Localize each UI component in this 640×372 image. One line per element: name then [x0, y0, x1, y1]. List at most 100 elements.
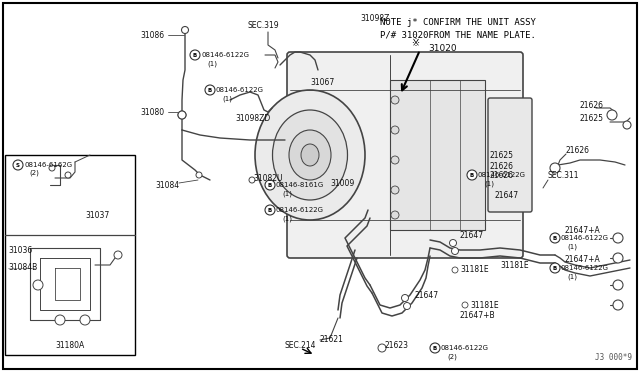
Text: 08146-6122G: 08146-6122G	[276, 207, 324, 213]
Text: B: B	[433, 346, 437, 350]
Text: 31098Z: 31098Z	[360, 13, 389, 22]
Text: 31084: 31084	[155, 180, 179, 189]
Text: (1): (1)	[222, 96, 232, 102]
FancyBboxPatch shape	[287, 52, 523, 258]
Circle shape	[65, 172, 71, 178]
Text: 31067: 31067	[310, 77, 334, 87]
Bar	[5, 155, 135, 355]
Text: 21625: 21625	[580, 113, 604, 122]
Text: 21626: 21626	[490, 161, 514, 170]
Ellipse shape	[289, 130, 331, 180]
Text: B: B	[268, 208, 272, 212]
Text: (1): (1)	[282, 191, 292, 197]
Circle shape	[265, 205, 275, 215]
Circle shape	[401, 295, 408, 301]
Circle shape	[265, 180, 275, 190]
Circle shape	[613, 233, 623, 243]
Ellipse shape	[301, 144, 319, 166]
Ellipse shape	[273, 110, 348, 200]
Circle shape	[623, 121, 631, 129]
Circle shape	[114, 251, 122, 259]
Text: 31180A: 31180A	[55, 340, 84, 350]
Text: (1): (1)	[567, 274, 577, 280]
Text: 08146-6122G: 08146-6122G	[216, 87, 264, 93]
Circle shape	[451, 247, 458, 254]
Circle shape	[462, 302, 468, 308]
Text: 21647: 21647	[495, 190, 519, 199]
Circle shape	[467, 170, 477, 180]
Text: 21626: 21626	[580, 100, 604, 109]
Circle shape	[205, 85, 215, 95]
Circle shape	[613, 300, 623, 310]
Text: 31037: 31037	[85, 211, 109, 219]
Circle shape	[80, 315, 90, 325]
Circle shape	[550, 233, 560, 243]
Circle shape	[613, 280, 623, 290]
Text: 31084B: 31084B	[8, 263, 37, 273]
Text: 31009: 31009	[330, 179, 355, 187]
Text: (2): (2)	[447, 354, 457, 360]
FancyBboxPatch shape	[488, 98, 532, 212]
Circle shape	[196, 172, 202, 178]
Text: 21626: 21626	[566, 145, 590, 154]
Circle shape	[550, 163, 560, 173]
Circle shape	[249, 177, 255, 183]
Text: 31020: 31020	[428, 44, 456, 52]
Text: ※: ※	[411, 38, 419, 48]
Text: (1): (1)	[282, 216, 292, 222]
Circle shape	[403, 302, 410, 310]
Text: S: S	[16, 163, 20, 167]
Text: 31181E: 31181E	[470, 301, 499, 310]
Text: B: B	[268, 183, 272, 187]
Text: B: B	[193, 52, 197, 58]
Text: 21647+A: 21647+A	[565, 225, 601, 234]
Bar	[390, 80, 485, 230]
Text: 08146-6122G: 08146-6122G	[441, 345, 489, 351]
Text: 31098ZD: 31098ZD	[235, 113, 270, 122]
Text: 21647: 21647	[460, 231, 484, 240]
Text: 31181E: 31181E	[500, 260, 529, 269]
Text: 31082U: 31082U	[253, 173, 282, 183]
Circle shape	[550, 263, 560, 273]
Text: B: B	[470, 173, 474, 177]
Text: 21647+A: 21647+A	[565, 256, 601, 264]
Circle shape	[430, 343, 440, 353]
Text: SEC.311: SEC.311	[548, 170, 579, 180]
Text: 31181E: 31181E	[460, 266, 488, 275]
Text: NOTE j* CONFIRM THE UNIT ASSY: NOTE j* CONFIRM THE UNIT ASSY	[380, 18, 536, 27]
Circle shape	[178, 111, 186, 119]
Circle shape	[452, 267, 458, 273]
Text: 31036: 31036	[8, 246, 32, 254]
Text: (1): (1)	[567, 244, 577, 250]
Text: SEC.214: SEC.214	[285, 340, 317, 350]
Circle shape	[607, 110, 617, 120]
Circle shape	[178, 111, 186, 119]
Circle shape	[49, 165, 55, 171]
Circle shape	[378, 344, 386, 352]
Circle shape	[391, 126, 399, 134]
Circle shape	[391, 186, 399, 194]
Text: (2): (2)	[29, 170, 39, 176]
Text: 21621: 21621	[320, 336, 344, 344]
Text: (1): (1)	[207, 61, 217, 67]
Text: SEC.319: SEC.319	[248, 20, 280, 29]
Text: 21626: 21626	[490, 170, 514, 180]
Circle shape	[391, 96, 399, 104]
Text: P/# 31020FROM THE NAME PLATE.: P/# 31020FROM THE NAME PLATE.	[380, 30, 536, 39]
Text: 31080: 31080	[140, 108, 164, 116]
Text: 08146-8161G: 08146-8161G	[276, 182, 324, 188]
Ellipse shape	[255, 90, 365, 220]
Circle shape	[613, 253, 623, 263]
Text: 08146-6122G: 08146-6122G	[478, 172, 526, 178]
Circle shape	[13, 160, 23, 170]
Text: (1): (1)	[484, 181, 494, 187]
Text: 21647+B: 21647+B	[460, 311, 495, 320]
Circle shape	[449, 240, 456, 247]
Text: 21623: 21623	[385, 340, 409, 350]
Text: 21647: 21647	[415, 291, 439, 299]
Text: B: B	[208, 87, 212, 93]
Text: J3 000*9: J3 000*9	[595, 353, 632, 362]
Circle shape	[391, 211, 399, 219]
Text: 21625: 21625	[490, 151, 514, 160]
Text: 08146-6122G: 08146-6122G	[561, 265, 609, 271]
